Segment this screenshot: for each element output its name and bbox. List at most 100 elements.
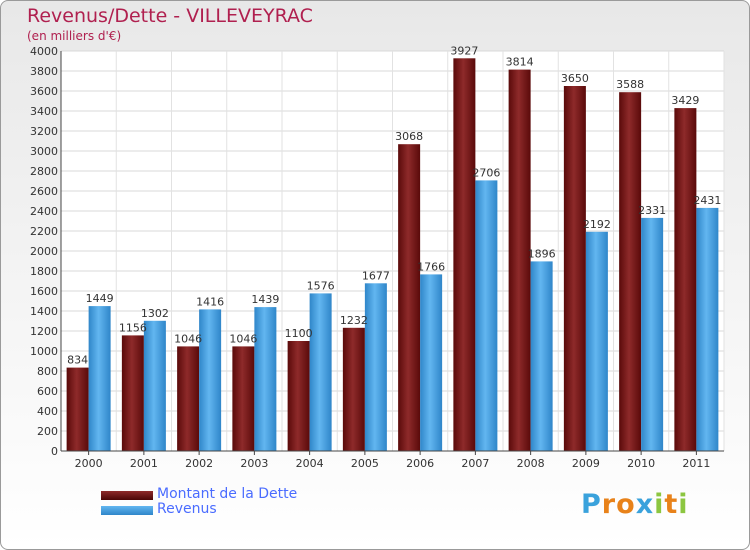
bar-debt [342,327,365,451]
chart-title: Revenus/Dette - VILLEVEYRAC [27,5,313,27]
x-tick-label: 2007 [461,457,489,470]
bar-debt [453,58,476,452]
data-label-debt: 834 [67,354,88,367]
bar-revenue [364,283,387,451]
bar-revenue [420,274,443,451]
bar-debt [121,335,144,451]
legend-label-debt: Montant de la Dette [157,486,298,502]
bar-revenue [530,261,553,451]
bar-debt [563,86,586,451]
bar-chart: 0 200 400 600 800 1000 1200 1400 1600 1800 2000 220… [30,44,725,470]
x-tick-label: 2000 [75,457,103,470]
bar-revenue [696,207,719,451]
y-tick-label: 2400 [30,205,58,218]
bar-debt [674,108,697,451]
x-tick-label: 2010 [627,457,655,470]
data-label-debt: 1232 [340,314,368,327]
logo-letter: P [581,489,602,520]
y-tick-label: 2600 [30,185,58,198]
bar-revenue [309,293,332,451]
y-tick-label: 2800 [30,165,58,178]
y-tick-label: 400 [37,405,58,418]
data-label-revenue: 1677 [362,269,390,282]
legend-label-revenue: Revenus [157,501,217,517]
x-tick-label: 2008 [517,457,545,470]
data-label-debt: 3650 [561,72,589,85]
x-tick-label: 2006 [406,457,434,470]
x-tick-label: 2005 [351,457,379,470]
data-label-debt: 1100 [285,327,313,340]
logo-letter: i [678,489,689,520]
y-tick-label: 3800 [30,65,58,78]
bar-debt [619,92,642,451]
y-tick-label: 3600 [30,85,58,98]
bar-revenue [641,217,664,451]
y-tick-label: 200 [37,425,58,438]
x-tick-label: 2004 [296,457,324,470]
y-tick-label: 4000 [30,45,58,58]
data-label-revenue: 1896 [528,247,556,260]
grid [60,50,725,452]
data-label-debt: 3429 [671,94,699,107]
data-label-debt: 3927 [450,44,478,57]
y-tick-label: 2200 [30,225,58,238]
axes: 0 200 400 600 800 1000 1200 1400 1600 1800 2000 220… [30,45,724,470]
bar-debt [177,346,200,451]
bar-debt [232,346,255,451]
chart-subtitle: (en milliers d'€) [27,29,122,43]
y-tick-label: 0 [51,445,58,458]
data-label-debt: 3588 [616,78,644,91]
y-tick-label: 1800 [30,265,58,278]
bar-revenue [88,306,111,451]
y-tick-label: 1200 [30,325,58,338]
data-label-debt: 3068 [395,130,423,143]
data-label-revenue: 1576 [307,279,335,292]
y-tick-label: 1000 [30,345,58,358]
data-label-revenue: 1766 [417,260,445,273]
logo-letter: t [664,489,679,520]
bar-debt [398,144,421,451]
bar-debt [508,69,531,451]
x-tick-label: 2011 [682,457,710,470]
y-tick-label: 2000 [30,245,58,258]
data-label-debt: 1046 [229,332,257,345]
data-label-revenue: 1449 [86,292,114,305]
data-label-revenue: 2192 [583,218,611,231]
y-tick-label: 800 [37,365,58,378]
x-tick-label: 2009 [572,457,600,470]
legend-swatch-debt [101,491,153,500]
bar-revenue [143,320,166,451]
bar-debt [287,341,310,451]
bars [66,58,719,452]
y-tick-label: 3400 [30,105,58,118]
data-label-revenue: 1439 [251,293,279,306]
data-label-revenue: 2331 [638,204,666,217]
bar-revenue [585,231,608,451]
x-tick-label: 2002 [185,457,213,470]
bar-revenue [199,309,222,451]
x-tick-label: 2001 [130,457,158,470]
x-tick-label: 2003 [240,457,268,470]
logo-letter: o [616,489,636,520]
logo-letter: r [601,489,617,520]
data-label-revenue: 2431 [693,194,721,207]
y-tick-label: 3000 [30,145,58,158]
data-label-debt: 3814 [506,56,534,69]
y-tick-label: 1600 [30,285,58,298]
logo-letter: i [654,489,665,520]
bar-revenue [475,180,498,451]
bar-revenue [254,307,277,451]
data-label-revenue: 1302 [141,307,169,320]
proxiti-logo: Proxiti [581,489,689,520]
data-label-debt: 1046 [174,332,202,345]
logo-letter: x [635,489,655,520]
legend-swatch-revenue [101,506,153,515]
data-label-debt: 1156 [119,321,147,334]
y-tick-label: 600 [37,385,58,398]
bar-debt [66,367,89,451]
data-label-revenue: 2706 [472,166,500,179]
y-tick-label: 3200 [30,125,58,138]
data-label-revenue: 1416 [196,295,224,308]
y-tick-label: 1400 [30,305,58,318]
